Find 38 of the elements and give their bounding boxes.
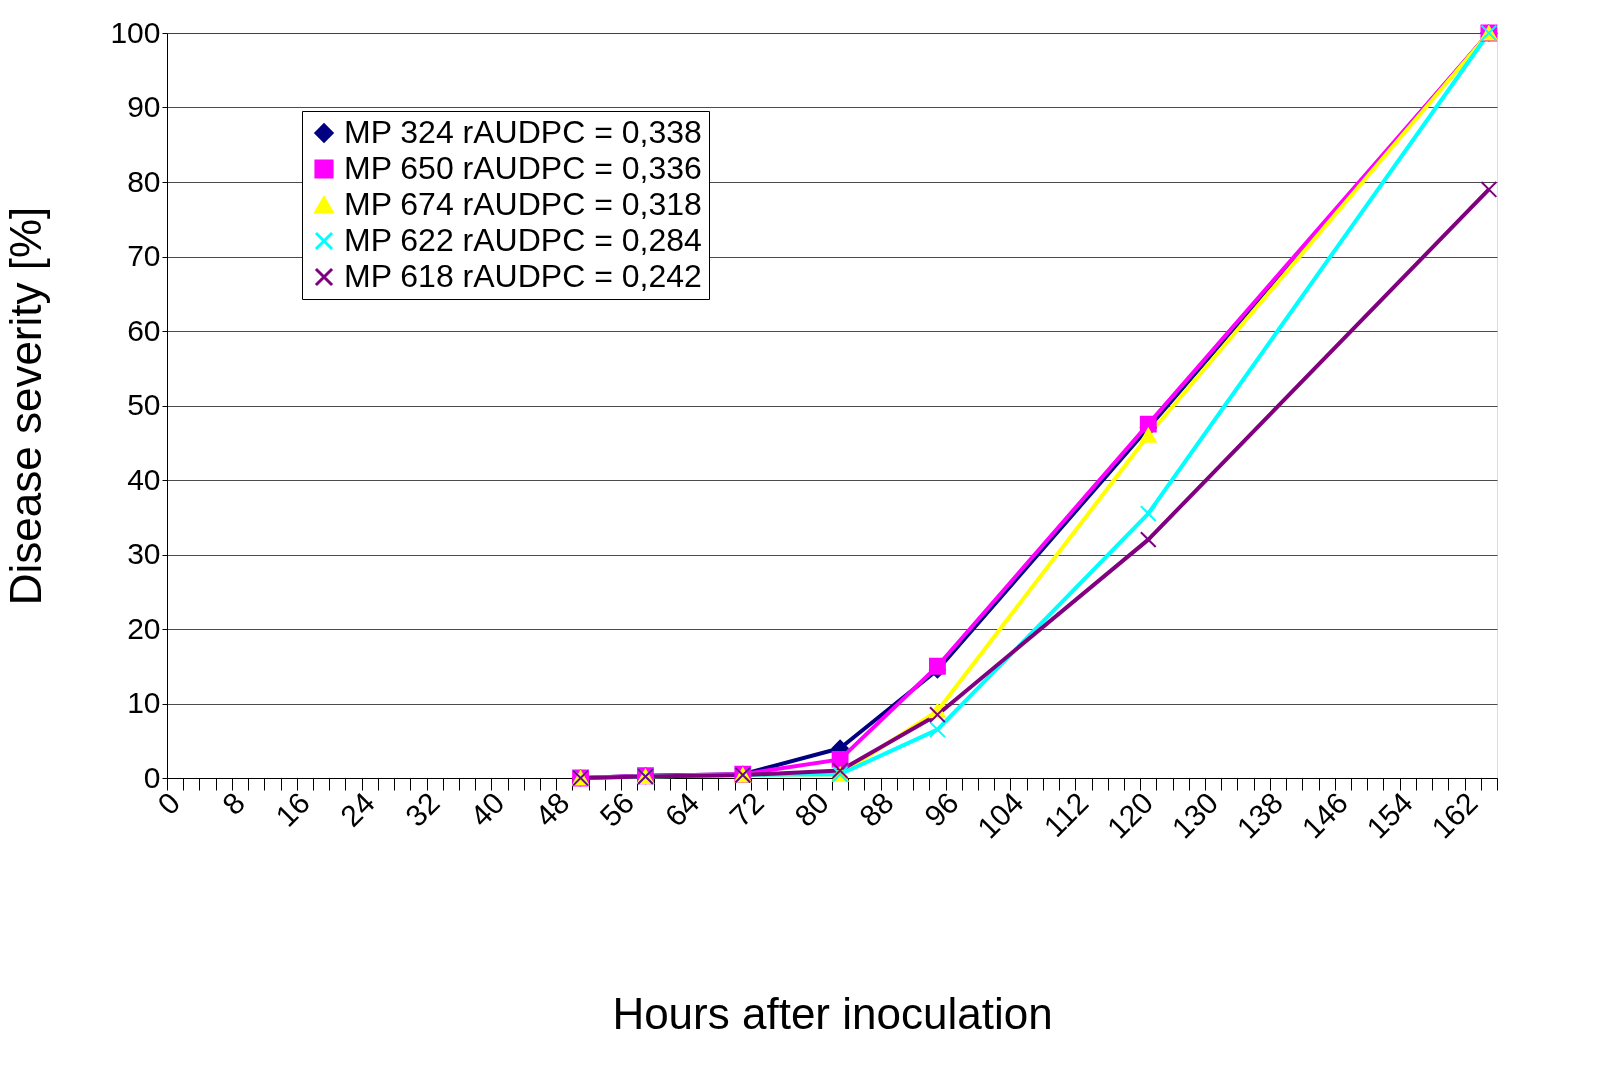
- x-tick-label: 88: [852, 785, 900, 833]
- y-tick-label: 20: [127, 611, 161, 645]
- x-tick-label: 64: [658, 785, 706, 833]
- x-tick-label: 162: [1425, 785, 1484, 845]
- legend-label: MP 622 rAUDPC = 0,284: [344, 222, 702, 258]
- x-tick-label: 146: [1295, 785, 1355, 845]
- y-tick-label: 30: [127, 537, 161, 570]
- x-tick-label: 32: [398, 785, 446, 833]
- x-tick-label: 104: [970, 785, 1030, 845]
- y-tick-label: 100: [110, 15, 161, 49]
- x-tick-label: 120: [1100, 785, 1160, 845]
- x-tick-label: 130: [1165, 785, 1225, 845]
- y-tick-label: 90: [127, 90, 161, 123]
- y-tick-label: 0: [143, 760, 161, 794]
- x-tick-label: 80: [788, 785, 835, 833]
- x-tick-label: 48: [528, 785, 576, 833]
- x-tick-label: 154: [1360, 785, 1419, 845]
- x-tick-label: 112: [1037, 785, 1095, 843]
- legend-label: MP 324 rAUDPC = 0,338: [344, 114, 702, 150]
- x-tick-label: 138: [1230, 785, 1290, 845]
- y-tick-label: 80: [127, 164, 161, 198]
- y-tick-label: 40: [127, 462, 161, 496]
- legend-label: MP 618 rAUDPC = 0,242: [344, 258, 702, 294]
- x-axis-title: Hours after inoculation: [612, 989, 1053, 1039]
- x-tick-label: 24: [333, 785, 381, 833]
- y-tick-label: 70: [127, 239, 161, 272]
- legend-label: MP 650 rAUDPC = 0,336: [344, 150, 702, 186]
- x-tick-label: 72: [723, 785, 771, 833]
- y-tick-label: 10: [127, 686, 161, 719]
- x-tick-label: 56: [593, 785, 641, 833]
- x-tick-label: 96: [917, 785, 965, 833]
- y-axis-title: Disease severity [%]: [1, 206, 51, 606]
- x-tick-label: 40: [463, 785, 511, 833]
- y-tick-label: 60: [127, 313, 161, 347]
- y-tick-label: 50: [127, 388, 161, 421]
- legend-label: MP 674 rAUDPC = 0,318: [344, 186, 702, 222]
- x-tick-label: 16: [269, 785, 316, 833]
- x-tick-label: 8: [215, 785, 252, 821]
